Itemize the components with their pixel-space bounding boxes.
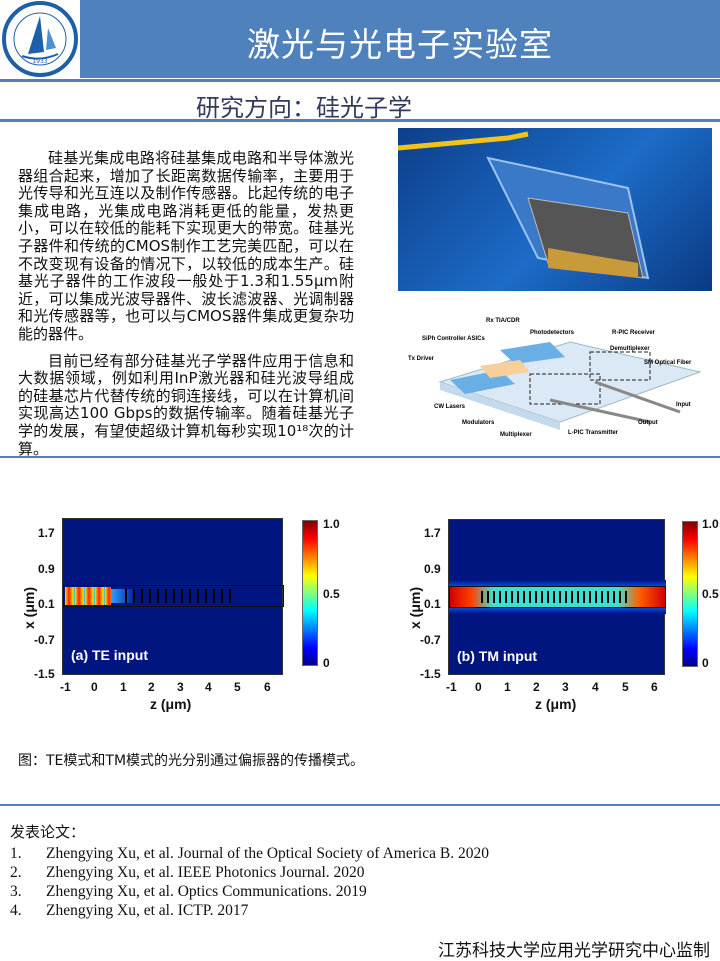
- field-plot: (a) TE input: [62, 518, 284, 675]
- x-tick: 5: [622, 680, 629, 694]
- svg-text:Multiplexer: Multiplexer: [500, 432, 532, 438]
- footer-credit: 江苏科技大学应用光学研究中心监制: [438, 941, 710, 961]
- figure-te: (a) TE input 1.7 0.9 0.1 -0.7 -1.5 -1 0 …: [0, 500, 360, 720]
- x-tick: 4: [592, 680, 599, 694]
- colorbar-tick: 0.5: [323, 587, 340, 601]
- y-tick: 0.1: [424, 597, 441, 611]
- svg-text:Input: Input: [676, 402, 691, 408]
- field-plot: (b) TM input: [448, 519, 666, 675]
- svg-text:CW Lasers: CW Lasers: [434, 404, 466, 410]
- y-tick: -0.7: [34, 633, 55, 647]
- svg-text:Rx TIA/CDR: Rx TIA/CDR: [486, 318, 520, 324]
- publication-item: 3. Zhengying Xu, et al. Optics Communicat…: [10, 883, 367, 900]
- panel-label: (a) TE input: [71, 647, 148, 663]
- header-band: [80, 0, 720, 78]
- x-tick: -1: [446, 680, 457, 694]
- y-axis-label: x (μm): [407, 586, 424, 630]
- y-tick: 0.9: [38, 562, 55, 576]
- colorbar: [302, 520, 318, 666]
- svg-text:Output: Output: [638, 420, 658, 426]
- x-tick: 1: [504, 680, 511, 694]
- divider: [0, 804, 720, 806]
- x-tick: 2: [533, 680, 540, 694]
- page-title: 激光与光电子实验室: [247, 25, 553, 64]
- x-tick: 1: [120, 680, 127, 694]
- y-tick: -0.7: [420, 633, 441, 647]
- x-tick: 6: [264, 680, 271, 694]
- x-tick: 2: [148, 680, 155, 694]
- siph-diagram: Rx TIA/CDR SiPh Controller ASICs Photode…: [390, 312, 718, 444]
- colorbar: [682, 521, 698, 667]
- colorbar-tick: 0: [323, 656, 330, 670]
- svg-text:Photodetectors: Photodetectors: [530, 330, 575, 336]
- y-tick: 1.7: [424, 526, 441, 540]
- research-direction: 研究方向：硅光子学: [196, 94, 412, 122]
- divider: [0, 456, 720, 458]
- divider: [0, 79, 720, 82]
- y-axis-label: x (μm): [21, 586, 38, 630]
- publications: 发表论文： 1. Zhengying Xu, et al. Journal of …: [10, 823, 489, 920]
- x-tick: 4: [205, 680, 212, 694]
- svg-text:Demultiplexer: Demultiplexer: [610, 346, 650, 352]
- svg-text:SM Optical Fiber: SM Optical Fiber: [644, 360, 692, 366]
- x-tick: 6: [651, 680, 658, 694]
- x-tick: 0: [475, 680, 482, 694]
- panel-label: (b) TM input: [457, 648, 538, 664]
- svg-text:R-PIC Receiver: R-PIC Receiver: [612, 330, 656, 336]
- paragraph: 硅基光集成电路将硅基集成电路和半导体激光器组合起来，增加了长距离数据传输率，主要…: [18, 149, 354, 343]
- x-tick: 0: [91, 680, 98, 694]
- publication-item: 4. Zhengying Xu, et al. ICTP. 2017: [10, 902, 249, 919]
- svg-text:L-PIC Transmitter: L-PIC Transmitter: [568, 430, 619, 436]
- svg-text:SiPh Controller ASICs: SiPh Controller ASICs: [422, 336, 485, 342]
- figure-caption: 图：TE模式和TM模式的光分别通过偏振器的传播模式。: [18, 753, 365, 769]
- publications-heading: 发表论文：: [10, 823, 86, 841]
- colorbar-tick: 0.5: [702, 587, 719, 601]
- x-tick: 3: [562, 680, 569, 694]
- divider: [0, 119, 720, 122]
- publication-item: 1. Zhengying Xu, et al. Journal of the Op…: [10, 845, 489, 862]
- y-tick: 1.7: [38, 526, 55, 540]
- svg-text:Tx Driver: Tx Driver: [408, 356, 435, 362]
- publication-item: 2. Zhengying Xu, et al. IEEE Photonics Jo…: [10, 864, 365, 881]
- x-tick: 3: [177, 680, 184, 694]
- x-axis-label: z (μm): [535, 696, 577, 712]
- colorbar-tick: 1.0: [702, 517, 719, 531]
- transceiver-photo: [398, 128, 712, 291]
- x-tick: 5: [234, 680, 241, 694]
- y-tick: -1.5: [34, 667, 55, 681]
- y-tick: -1.5: [420, 667, 441, 681]
- logo-year: 1933: [32, 58, 47, 65]
- y-tick: 0.1: [38, 597, 55, 611]
- paragraph: 目前已经有部分硅基光子学器件应用于信息和大数据领域，例如利用InP激光器和硅光波…: [18, 351, 354, 458]
- x-axis-label: z (μm): [150, 696, 192, 712]
- figure-tm: (b) TM input 1.7 0.9 0.1 -0.7 -1.5 -1 0 …: [360, 500, 720, 720]
- colorbar-tick: 1.0: [323, 517, 340, 531]
- x-tick: -1: [60, 680, 71, 694]
- svg-text:Modulators: Modulators: [462, 420, 495, 426]
- university-logo: 1933: [0, 0, 80, 78]
- intro-text: 硅基光集成电路将硅基集成电路和半导体激光器组合起来，增加了长距离数据传输率，主要…: [18, 149, 354, 467]
- colorbar-tick: 0: [702, 656, 709, 670]
- y-tick: 0.9: [424, 562, 441, 576]
